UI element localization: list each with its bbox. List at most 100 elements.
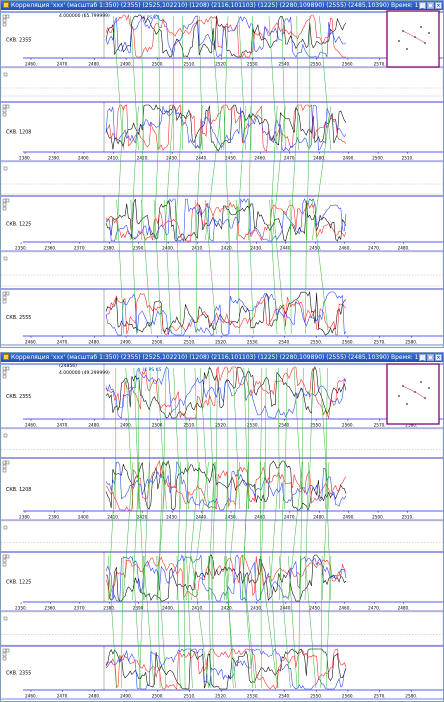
correlation-line[interactable] <box>306 105 311 241</box>
correlation-line[interactable] <box>319 15 332 151</box>
correlation-line[interactable] <box>137 461 145 601</box>
correlation-line[interactable] <box>116 199 125 335</box>
correlation-line[interactable] <box>157 461 164 601</box>
correlation-line[interactable] <box>186 555 193 689</box>
correlation-line[interactable] <box>288 555 298 689</box>
correlation-line[interactable] <box>308 367 314 510</box>
correlation-line[interactable] <box>298 555 301 689</box>
correlation-line[interactable] <box>272 105 286 241</box>
correlation-line[interactable] <box>162 367 167 510</box>
correlation-line[interactable] <box>304 555 317 689</box>
correlation-line[interactable] <box>113 15 124 151</box>
correlation-line[interactable] <box>319 367 330 510</box>
correlation-line[interactable] <box>225 461 241 601</box>
correlation-line[interactable] <box>312 105 332 241</box>
correlation-line[interactable] <box>325 367 328 510</box>
correlation-line[interactable] <box>175 105 183 241</box>
correlation-line[interactable] <box>164 199 172 335</box>
correlation-line[interactable] <box>269 461 280 601</box>
correlation-line[interactable] <box>225 555 234 689</box>
correlation-line[interactable] <box>321 461 330 601</box>
correlation-line[interactable] <box>278 555 291 689</box>
correlation-line[interactable] <box>186 461 200 601</box>
correlation-line[interactable] <box>284 367 288 510</box>
gap-checkbox-icon[interactable] <box>3 72 8 77</box>
correlation-line[interactable] <box>156 461 167 601</box>
correlation-line[interactable] <box>223 105 230 241</box>
correlation-line[interactable] <box>191 555 210 689</box>
maximize-icon[interactable]: □ <box>427 2 434 9</box>
correlation-line[interactable] <box>296 15 299 151</box>
correlation-line[interactable] <box>304 461 309 601</box>
correlation-line[interactable] <box>143 461 150 601</box>
correlation-line[interactable] <box>139 555 145 689</box>
correlation-canvas-1[interactable]: 4.000000 (65.799999) IK PS KS СКВ. 2355 2… <box>1 10 443 347</box>
correlation-line[interactable] <box>232 367 241 510</box>
window-title-bar[interactable]: Корреляция 'xxx' (масштаб 1:350) (2355) … <box>1 353 443 362</box>
correlation-line[interactable] <box>183 461 189 601</box>
close-icon[interactable]: × <box>435 354 442 361</box>
correlation-line[interactable] <box>242 555 256 689</box>
correlation-line[interactable] <box>320 555 323 689</box>
correlation-line[interactable] <box>156 367 167 510</box>
correlation-line[interactable] <box>182 15 184 151</box>
correlation-line[interactable] <box>243 367 249 510</box>
close-icon[interactable]: × <box>435 2 442 9</box>
correlation-line[interactable] <box>195 105 203 241</box>
correlation-line[interactable] <box>269 199 278 335</box>
correlation-line[interactable] <box>204 105 222 241</box>
correlation-line[interactable] <box>278 367 280 510</box>
correlation-line[interactable] <box>228 199 230 335</box>
correlation-line[interactable] <box>176 555 181 689</box>
correlation-line[interactable] <box>195 199 198 335</box>
correlation-line[interactable] <box>248 199 254 335</box>
correlation-line[interactable] <box>183 555 186 689</box>
correlation-line[interactable] <box>208 461 215 601</box>
overview-map-panel[interactable] <box>386 10 440 68</box>
gap-checkbox-icon[interactable] <box>3 166 8 171</box>
overview-map-panel[interactable] <box>386 363 440 425</box>
correlation-line[interactable] <box>143 555 155 689</box>
correlation-line[interactable] <box>210 15 222 151</box>
correlation-line[interactable] <box>175 199 182 335</box>
correlation-line[interactable] <box>301 367 304 510</box>
correlation-line[interactable] <box>156 555 161 689</box>
correlation-line[interactable] <box>125 367 134 510</box>
correlation-line[interactable] <box>204 199 217 335</box>
correlation-line[interactable] <box>208 555 212 689</box>
correlation-line[interactable] <box>149 367 151 510</box>
correlation-line[interactable] <box>223 461 229 601</box>
correlation-line[interactable] <box>194 367 200 510</box>
correlation-line[interactable] <box>272 199 286 335</box>
correlation-line[interactable] <box>108 555 117 689</box>
correlation-line[interactable] <box>198 15 203 151</box>
correlation-line[interactable] <box>289 105 299 241</box>
correlation-line[interactable] <box>236 199 241 335</box>
correlation-line[interactable] <box>312 199 329 335</box>
correlation-line[interactable] <box>191 461 209 601</box>
correlation-line[interactable] <box>199 367 209 510</box>
correlation-line[interactable] <box>141 105 144 241</box>
correlation-line[interactable] <box>300 461 303 601</box>
correlation-line[interactable] <box>264 367 267 510</box>
correlation-line[interactable] <box>259 555 278 689</box>
correlation-line[interactable] <box>215 367 218 510</box>
correlation-line[interactable] <box>173 367 182 510</box>
correlation-line[interactable] <box>288 461 303 601</box>
correlation-line[interactable] <box>289 199 292 335</box>
window-title-bar[interactable]: Корреляция 'xxx' (масштаб 1:350) (2355) … <box>1 1 443 10</box>
correlation-line[interactable] <box>269 555 279 689</box>
correlation-line[interactable] <box>211 555 214 689</box>
correlation-line[interactable] <box>278 461 285 601</box>
correlation-line[interactable] <box>164 105 174 241</box>
gap-checkbox-icon[interactable] <box>3 616 8 621</box>
minimize-icon[interactable]: _ <box>419 354 426 361</box>
correlation-line[interactable] <box>238 15 246 151</box>
correlation-line[interactable] <box>122 461 134 601</box>
correlation-line[interactable] <box>242 461 249 601</box>
correlation-line[interactable] <box>153 199 162 335</box>
gap-checkbox-icon[interactable] <box>3 256 8 261</box>
correlation-line[interactable] <box>248 105 252 241</box>
correlation-line[interactable] <box>130 199 137 335</box>
maximize-icon[interactable]: □ <box>427 354 434 361</box>
